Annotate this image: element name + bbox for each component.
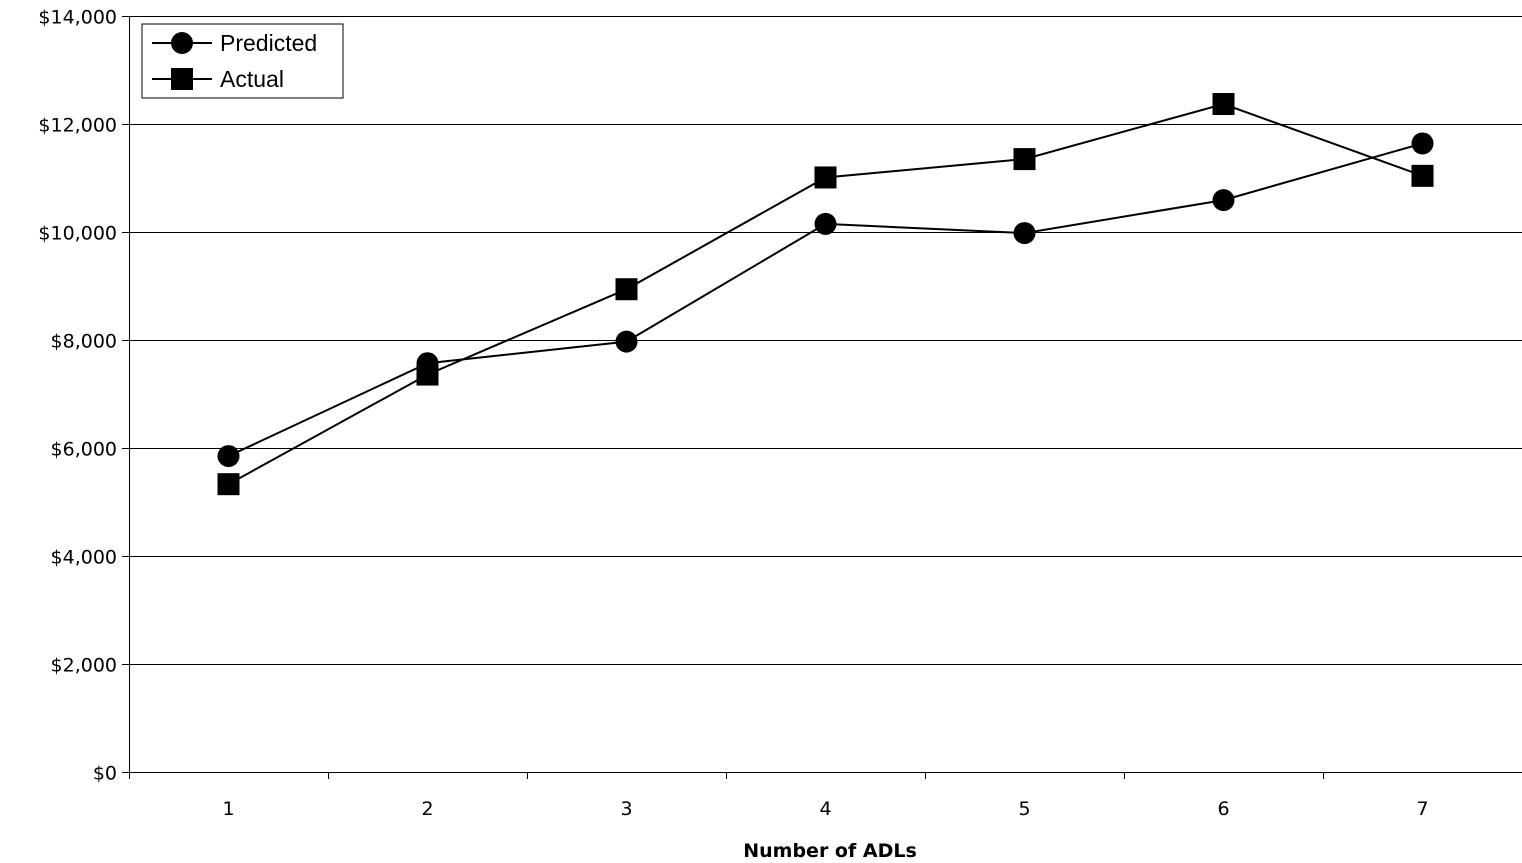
series-line: [228, 102, 1423, 486]
y-tick-label: $12,000: [38, 115, 117, 137]
y-tick-label: $0: [93, 763, 117, 785]
legend: Predicted Actual: [141, 23, 344, 99]
series: [217, 93, 1434, 496]
data-point-circle: [1212, 189, 1235, 212]
x-tick-labels: 1 2 3 4 5 6 7: [222, 798, 1428, 820]
data-point-circle: [217, 445, 240, 468]
y-tick-label: $14,000: [38, 7, 117, 29]
x-tick-label: 7: [1416, 798, 1428, 820]
y-tick-label: $2,000: [51, 655, 117, 677]
data-point-square: [1212, 93, 1235, 116]
series-line: [228, 142, 1423, 458]
legend-marker-square: [171, 68, 193, 90]
x-tick-label: 4: [819, 798, 831, 820]
data-point-circle: [615, 330, 638, 353]
legend-item: Actual: [152, 66, 284, 92]
legend-label: Actual: [220, 66, 284, 92]
legend-label: Predicted: [220, 30, 317, 56]
y-tick-label: $4,000: [51, 547, 117, 569]
series-predicted: [217, 132, 1434, 468]
y-tick-label: $10,000: [38, 223, 117, 245]
gridlines: [129, 16, 1522, 665]
data-point-square: [416, 363, 439, 386]
series-actual: [217, 93, 1434, 496]
data-point-square: [217, 473, 240, 496]
axes: [122, 16, 1522, 779]
legend-marker-circle: [171, 32, 193, 54]
data-point-circle: [814, 212, 837, 235]
data-point-square: [615, 278, 638, 301]
data-point-circle: [1411, 132, 1434, 155]
x-tick-label: 3: [620, 798, 632, 820]
x-tick-label: 5: [1018, 798, 1030, 820]
data-point-square: [814, 166, 837, 189]
y-tick-labels: $0 $2,000 $4,000 $6,000 $8,000 $10,000 $12,000…: [38, 7, 117, 785]
data-point-square: [1013, 148, 1036, 171]
y-tick-label: $6,000: [51, 439, 117, 461]
x-axis-title: Number of ADLs: [743, 840, 917, 862]
data-point-square: [1411, 164, 1434, 187]
x-tick-label: 6: [1217, 798, 1229, 820]
y-tick-label: $8,000: [51, 331, 117, 353]
legend-item: Predicted: [152, 30, 317, 56]
x-tick-label: 2: [421, 798, 433, 820]
x-tick-label: 1: [222, 798, 234, 820]
data-point-circle: [1013, 222, 1036, 245]
